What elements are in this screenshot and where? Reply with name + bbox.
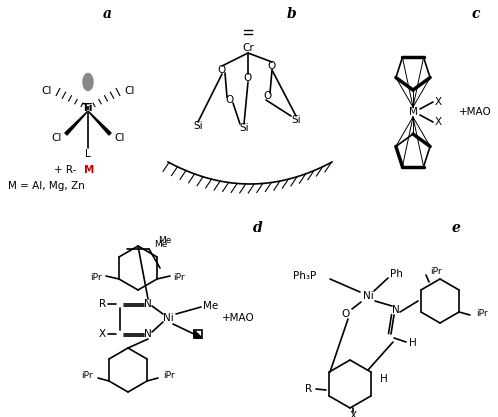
Text: d: d: [253, 221, 263, 235]
Polygon shape: [88, 111, 111, 135]
Text: b: b: [287, 7, 297, 21]
Text: iPr: iPr: [163, 370, 175, 379]
Text: Si: Si: [193, 121, 203, 131]
Text: X: X: [99, 329, 106, 339]
Text: Si: Si: [291, 115, 301, 125]
Text: iPr: iPr: [173, 274, 185, 282]
Text: M: M: [84, 165, 95, 175]
Text: + R-: + R-: [54, 165, 76, 175]
Text: Cl: Cl: [114, 133, 124, 143]
Text: Ti: Ti: [82, 103, 94, 113]
Text: X: X: [435, 97, 442, 107]
Text: +MAO: +MAO: [459, 107, 492, 117]
Polygon shape: [194, 330, 202, 338]
Text: Ph: Ph: [390, 269, 403, 279]
Text: M: M: [408, 107, 417, 117]
Bar: [194, 330, 202, 338]
Text: O: O: [226, 95, 234, 105]
Text: O: O: [264, 91, 272, 101]
Text: Me: Me: [158, 236, 171, 244]
Text: a: a: [103, 7, 112, 21]
Ellipse shape: [83, 73, 93, 90]
Text: N: N: [392, 305, 400, 315]
Text: N: N: [144, 329, 152, 339]
Text: Cl: Cl: [124, 86, 134, 96]
Text: H: H: [380, 374, 388, 384]
Text: Ni: Ni: [363, 291, 374, 301]
Text: iPr: iPr: [81, 370, 93, 379]
Text: R: R: [305, 384, 312, 394]
Text: O: O: [342, 309, 350, 319]
Text: N: N: [144, 299, 152, 309]
Text: iPr: iPr: [90, 274, 102, 282]
Text: Cl: Cl: [42, 86, 52, 96]
Text: iPr: iPr: [430, 266, 442, 276]
Text: +MAO: +MAO: [222, 313, 255, 323]
Text: X: X: [350, 411, 357, 417]
Text: M = Al, Mg, Zn: M = Al, Mg, Zn: [8, 181, 85, 191]
Text: Me: Me: [203, 301, 218, 311]
Polygon shape: [65, 111, 88, 135]
Text: Cr: Cr: [242, 43, 254, 53]
Text: iPr: iPr: [476, 309, 488, 317]
Text: O: O: [243, 73, 251, 83]
Text: O: O: [217, 65, 225, 75]
Text: Si: Si: [239, 123, 249, 133]
Text: Ph₃P: Ph₃P: [293, 271, 316, 281]
Text: e: e: [452, 221, 461, 235]
Text: H: H: [409, 338, 417, 348]
Text: R: R: [99, 299, 106, 309]
Text: Me: Me: [154, 239, 167, 249]
Text: L: L: [85, 149, 91, 159]
Text: X: X: [435, 117, 442, 127]
Text: c: c: [472, 7, 480, 21]
Text: O: O: [267, 61, 275, 71]
Text: Cl: Cl: [52, 133, 62, 143]
Text: Ni: Ni: [163, 313, 173, 323]
